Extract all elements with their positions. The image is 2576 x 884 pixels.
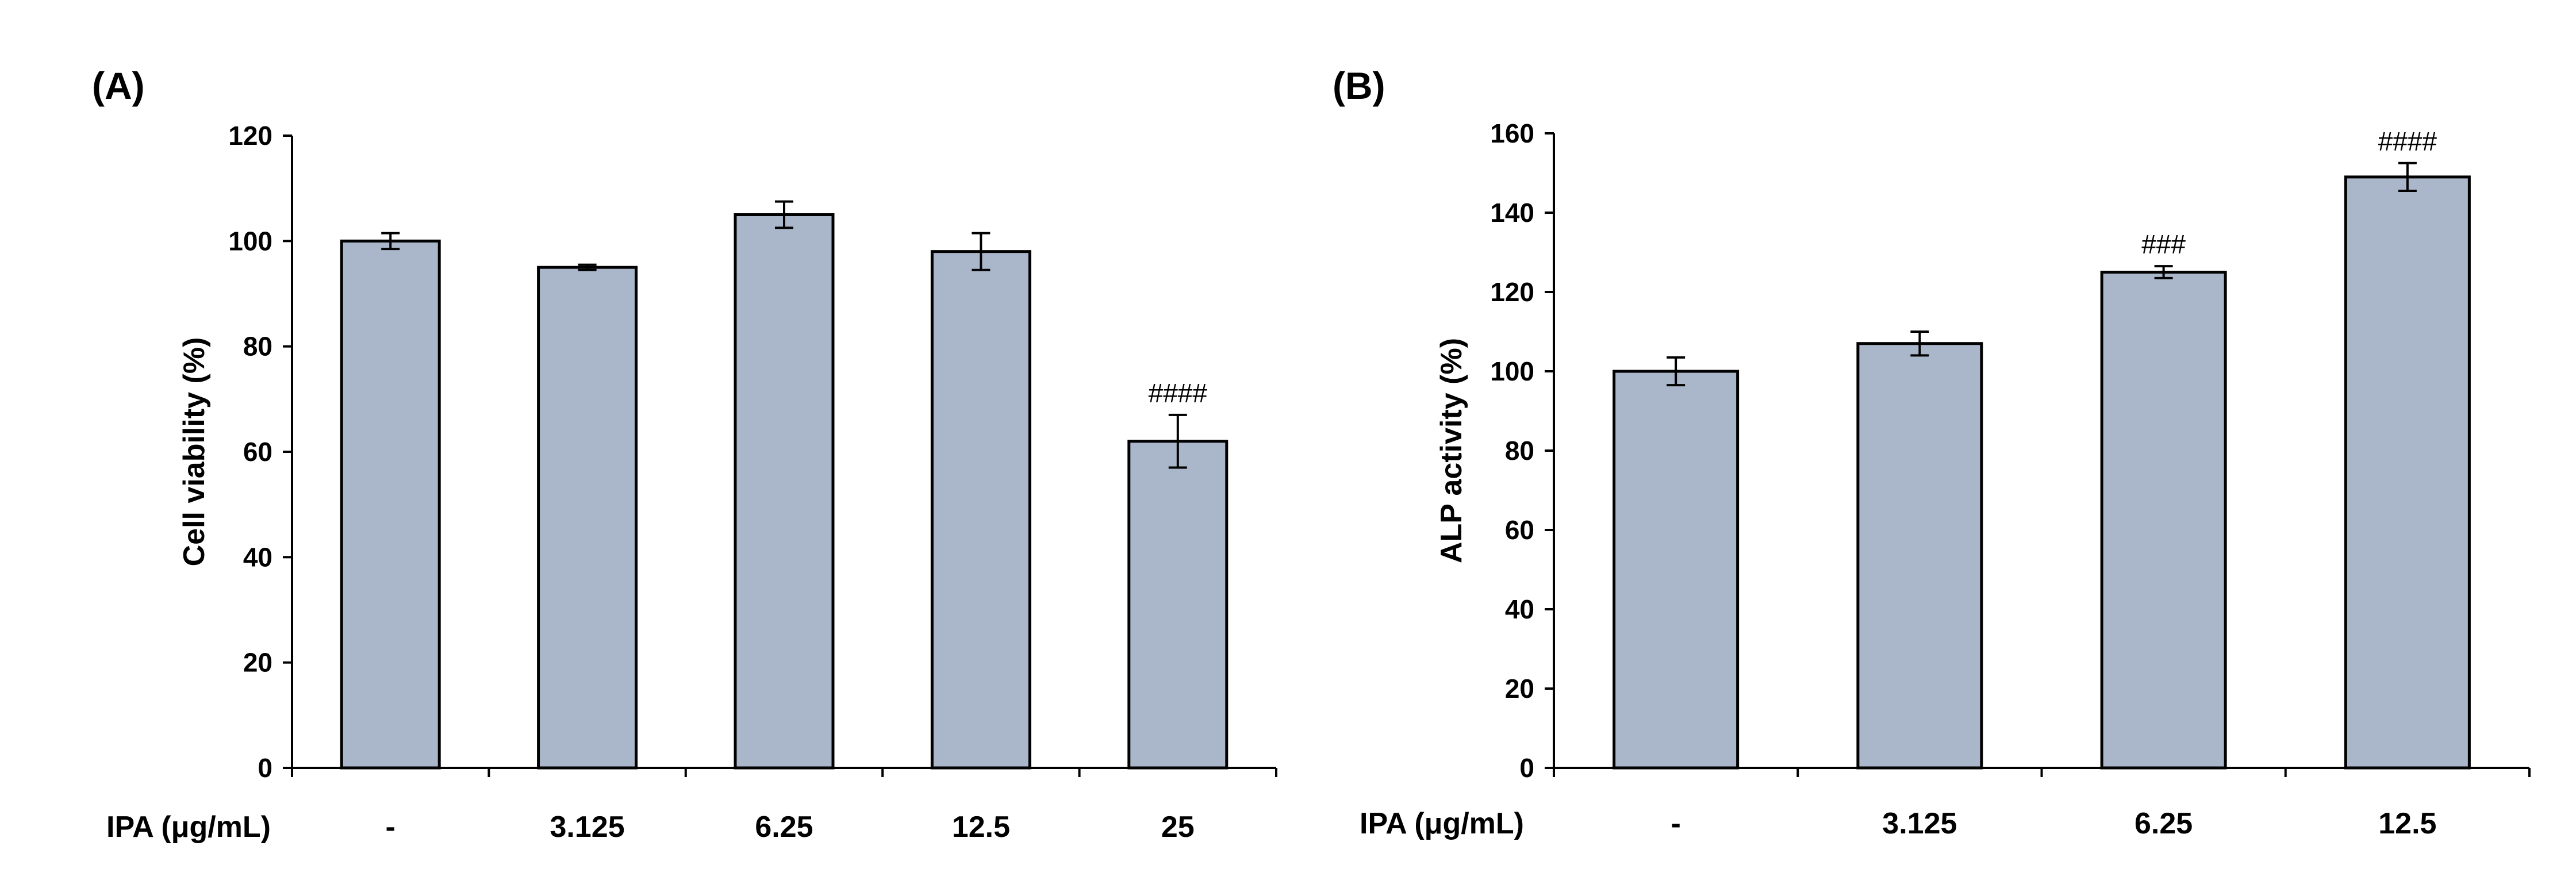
category-label-b-3: 12.5 bbox=[2378, 807, 2436, 840]
chart-a-cell-viability: (A) - 3.125 6.25 12.5 #### 25 0 20 40 60 80 100 120 Ce… bbox=[92, 64, 1277, 844]
panel-label-b: (B) bbox=[1333, 64, 1385, 107]
category-label-b-2: 6.25 bbox=[2134, 807, 2193, 840]
bar-a-4 bbox=[1127, 440, 1229, 770]
error-bar-b-1 bbox=[1910, 330, 1929, 357]
bar-b-1 bbox=[1856, 342, 1983, 770]
bar-a-1 bbox=[537, 266, 638, 770]
bar-b-0 bbox=[1613, 370, 1740, 770]
y-tick-label-b-2: 40 bbox=[1505, 594, 1534, 624]
y-tick-label-b-3: 60 bbox=[1505, 515, 1534, 545]
y-tick-label-b-0: 0 bbox=[1519, 753, 1534, 783]
panel-label-a: (A) bbox=[92, 64, 145, 107]
error-bar-a-0 bbox=[381, 232, 400, 251]
error-bar-a-3 bbox=[972, 232, 991, 271]
y-tick-label-a-4: 80 bbox=[243, 332, 272, 362]
x-axis-title-b: IPA (μg/mL) bbox=[1360, 807, 1524, 840]
category-label-b-0: - bbox=[1671, 807, 1680, 840]
y-axis-title-b: ALP activity (%) bbox=[1435, 338, 1468, 563]
error-bar-a-1 bbox=[578, 263, 597, 271]
y-tick-label-b-7: 140 bbox=[1490, 198, 1534, 228]
error-bar-b-2 bbox=[2154, 265, 2173, 279]
category-label-a-0: - bbox=[386, 810, 396, 844]
y-tick-label-a-5: 100 bbox=[228, 226, 272, 256]
y-tick-label-b-5: 100 bbox=[1490, 356, 1534, 386]
significance-label-a-4: #### bbox=[1149, 378, 1208, 408]
y-tick-label-a-1: 20 bbox=[243, 648, 272, 678]
category-label-a-2: 6.25 bbox=[755, 810, 813, 844]
significance-label-b-3: #### bbox=[2378, 126, 2437, 156]
x-axis-title-a: IPA (μg/mL) bbox=[106, 810, 271, 844]
y-tick-label-a-3: 60 bbox=[243, 437, 272, 467]
error-bar-b-0 bbox=[1667, 356, 1686, 387]
y-tick-label-b-4: 80 bbox=[1505, 436, 1534, 466]
category-label-b-1: 3.125 bbox=[1882, 807, 1957, 840]
y-tick-label-b-1: 20 bbox=[1505, 674, 1534, 704]
chart-b-alp-activity: (B) - 3.125 ### 6.25 #### 12.5 0 20 40 60 80 100 120 1… bbox=[1333, 64, 2531, 840]
error-bar-a-4 bbox=[1168, 413, 1187, 469]
category-label-a-3: 12.5 bbox=[952, 810, 1010, 844]
category-label-a-4: 25 bbox=[1161, 810, 1195, 844]
bar-b-3 bbox=[2344, 175, 2471, 770]
y-axis-title-a: Cell viability (%) bbox=[178, 337, 211, 567]
y-tick-label-a-6: 120 bbox=[228, 121, 272, 151]
error-bar-b-3 bbox=[2398, 162, 2417, 193]
bar-a-0 bbox=[340, 239, 441, 770]
bar-a-3 bbox=[930, 250, 1031, 770]
y-tick-label-b-8: 160 bbox=[1490, 118, 1534, 148]
error-bar-a-2 bbox=[775, 200, 793, 229]
significance-label-b-2: ### bbox=[2141, 229, 2186, 259]
y-tick-label-a-0: 0 bbox=[258, 753, 272, 783]
category-label-a-1: 3.125 bbox=[550, 810, 625, 844]
y-tick-label-a-2: 40 bbox=[243, 542, 272, 572]
bar-a-2 bbox=[734, 213, 835, 770]
bar-b-2 bbox=[2100, 271, 2227, 770]
y-tick-label-b-6: 120 bbox=[1490, 277, 1534, 307]
